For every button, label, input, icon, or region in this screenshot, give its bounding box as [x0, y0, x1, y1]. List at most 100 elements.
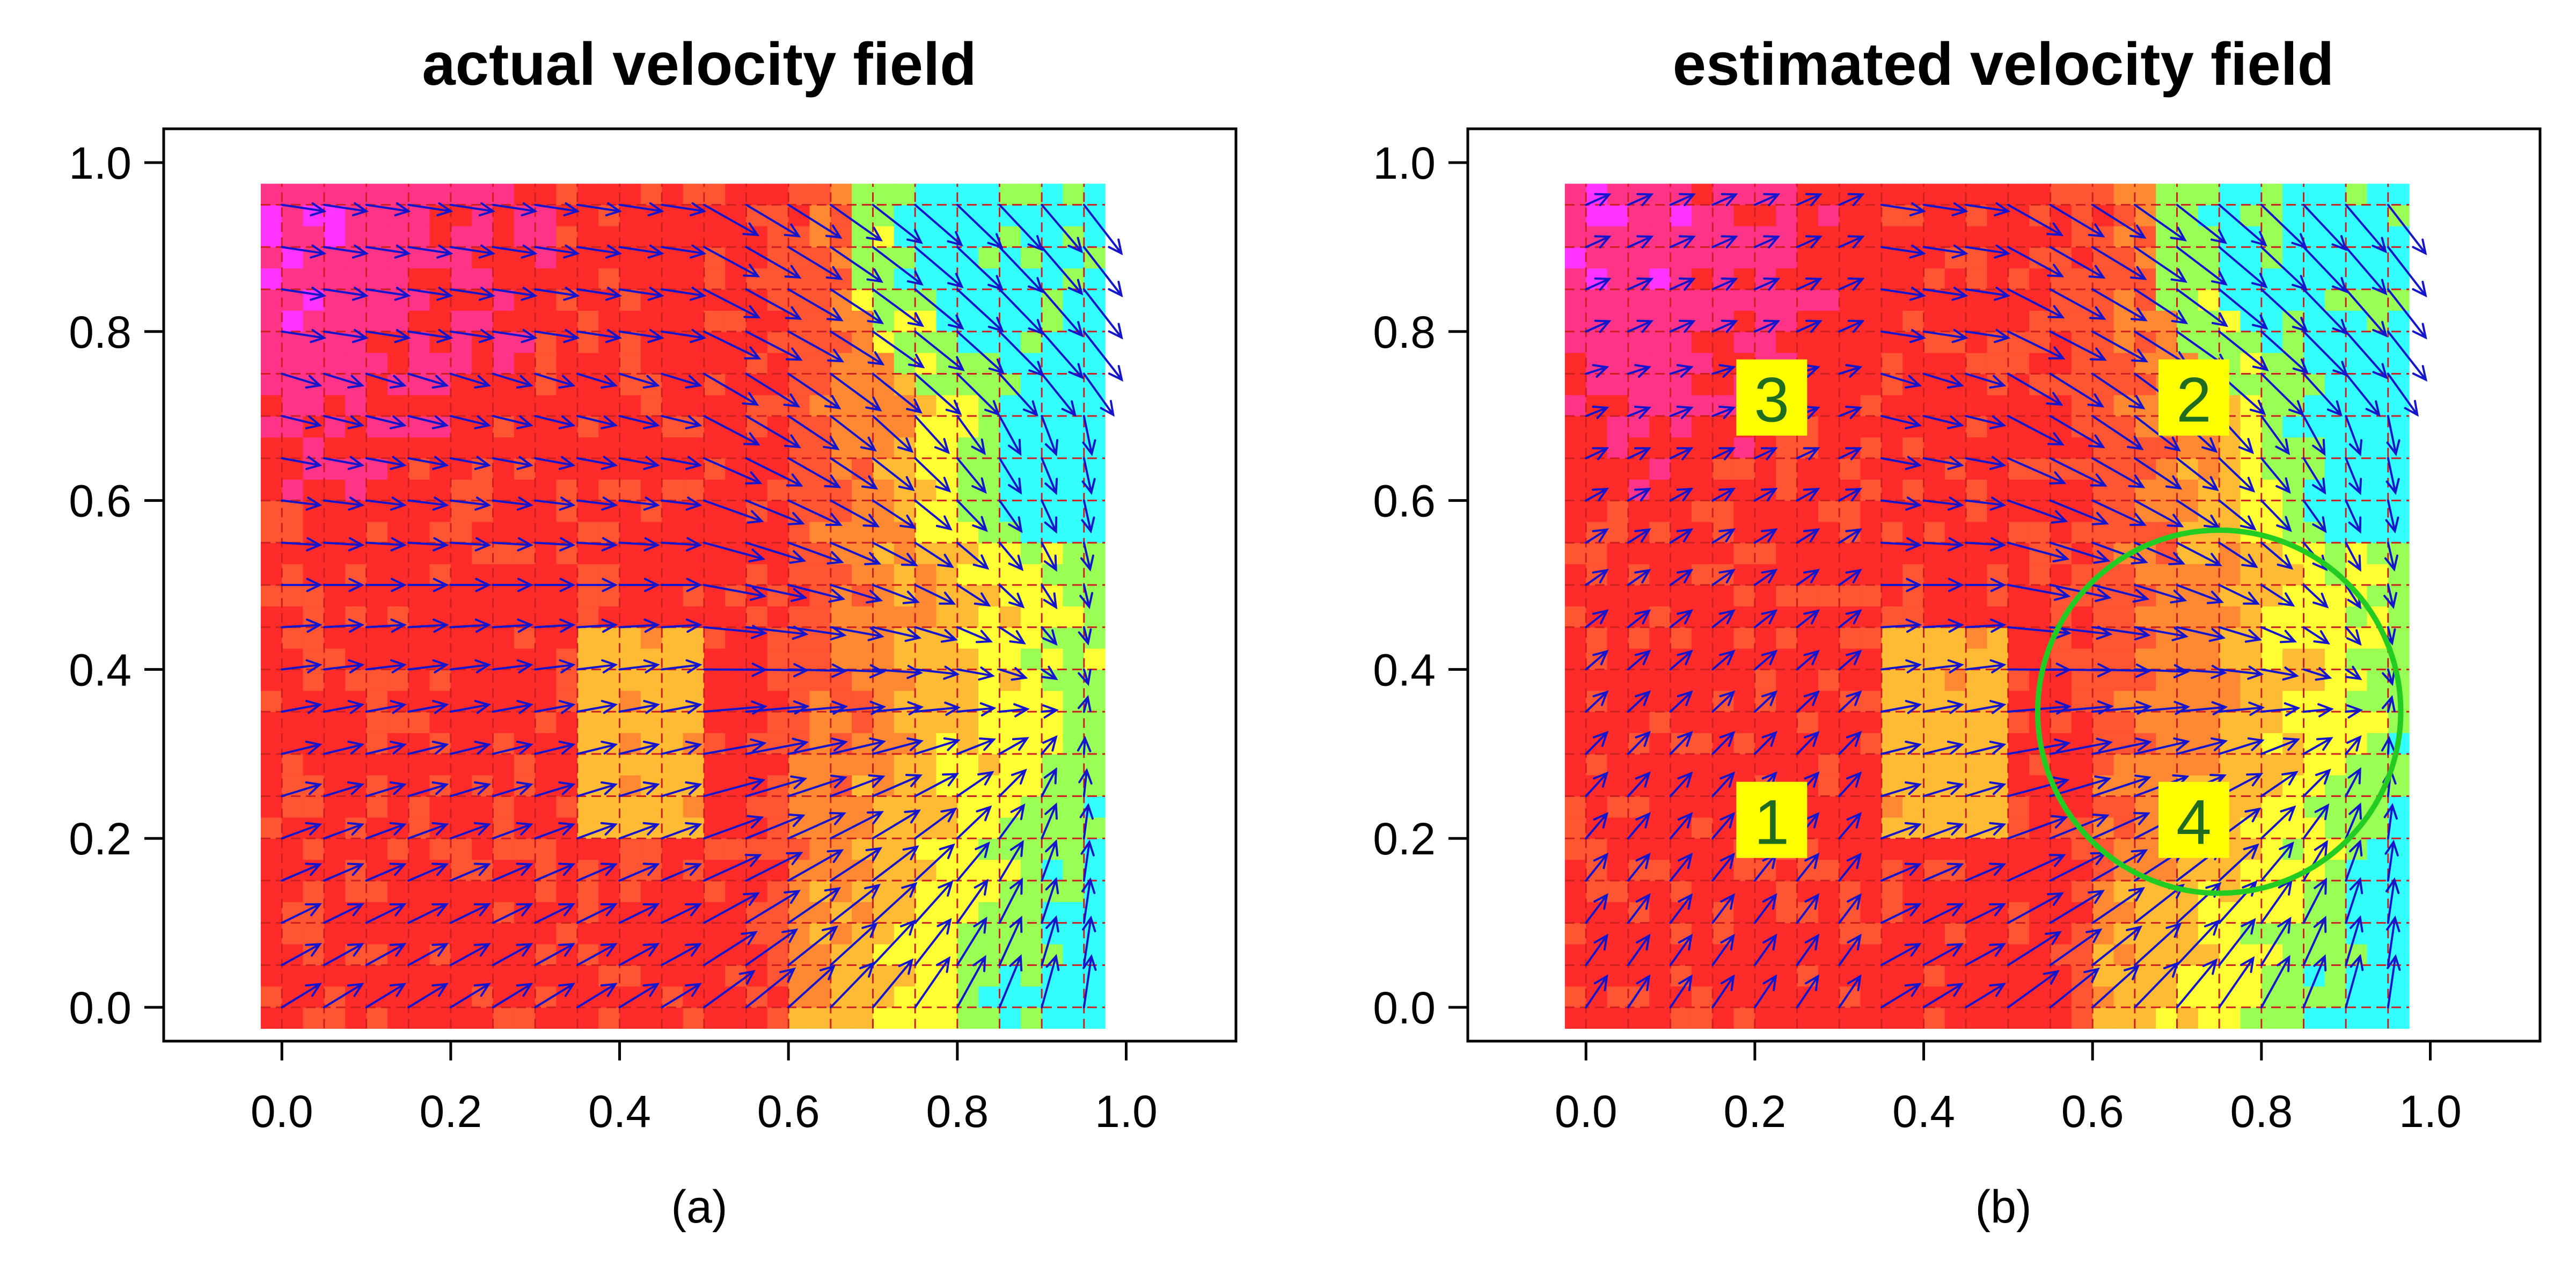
- heat-cell: [1607, 268, 1629, 290]
- heat-cell: [2071, 733, 2093, 755]
- heat-cell: [2324, 627, 2346, 649]
- velocity-arrow: [281, 862, 323, 882]
- heat-cell: [1839, 712, 1861, 734]
- heat-cell: [2071, 226, 2093, 247]
- velocity-arrow: [576, 983, 618, 1008]
- heat-cell: [978, 986, 1000, 1008]
- heat-cell: [1020, 521, 1042, 543]
- heat-cell: [640, 606, 662, 628]
- heat-cell: [1860, 859, 1882, 881]
- heat-cell: [366, 1007, 388, 1029]
- velocity-arrow: [1711, 364, 1736, 378]
- heat-cell: [2050, 712, 2072, 734]
- heat-cell: [282, 753, 304, 775]
- velocity-arrow: [745, 372, 801, 408]
- heat-cell: [809, 753, 831, 775]
- velocity-arrow: [1796, 852, 1820, 882]
- heat-cell: [1063, 690, 1085, 712]
- heat-cell: [282, 796, 304, 818]
- heat-cell: [2346, 184, 2368, 206]
- velocity-arrow: [281, 202, 327, 217]
- heat-cell: [282, 543, 304, 565]
- velocity-arrow: [618, 618, 660, 633]
- heat-cell: [978, 416, 1000, 438]
- heat-cell: [746, 184, 768, 206]
- heat-cell: [1860, 838, 1882, 860]
- heat-cell: [746, 965, 768, 987]
- velocity-arrow: [2133, 626, 2189, 641]
- velocity-arrow: [2302, 499, 2327, 533]
- heat-cell: [408, 923, 430, 945]
- velocity-arrow: [1041, 735, 1058, 755]
- heat-cell: [1691, 1007, 1713, 1029]
- region-label-box: [1736, 781, 1807, 858]
- heat-cell: [1818, 416, 1840, 438]
- velocity-arrow: [702, 584, 767, 601]
- heat-cell: [556, 923, 578, 945]
- heat-cell: [556, 437, 578, 459]
- velocity-arrow: [1585, 487, 1609, 502]
- heat-cell: [514, 184, 536, 206]
- velocity-arrow: [576, 496, 618, 511]
- velocity-arrow: [2387, 372, 2419, 417]
- y-tick-label: 0.6: [1373, 476, 1436, 526]
- heat-cell: [704, 521, 726, 543]
- heat-cell: [1084, 1007, 1106, 1029]
- heat-cell: [556, 753, 578, 775]
- heat-cell: [873, 690, 895, 712]
- heat-cell: [619, 353, 641, 375]
- heat-cell: [2156, 564, 2178, 586]
- heat-cell: [809, 310, 831, 332]
- velocity-arrow: [281, 700, 323, 714]
- heat-cell: [303, 521, 325, 543]
- velocity-arrow: [1796, 277, 1823, 291]
- heat-cell: [260, 437, 282, 459]
- heat-cell: [1042, 648, 1064, 670]
- heat-cell: [978, 204, 1000, 226]
- heat-cell: [366, 627, 388, 649]
- heat-cell: [1902, 479, 1924, 501]
- velocity-arrow: [872, 626, 922, 642]
- heat-cell: [324, 753, 346, 775]
- heat-cell: [2071, 458, 2093, 480]
- velocity-arrow: [2345, 915, 2363, 967]
- heat-cell: [1881, 965, 1903, 987]
- heat-cell: [1881, 184, 1903, 206]
- y-tick-label: 0.4: [1373, 645, 1436, 695]
- heat-cell: [1586, 331, 1608, 353]
- velocity-arrow: [449, 822, 492, 840]
- heat-cell: [2177, 479, 2199, 501]
- velocity-arrow: [534, 862, 576, 882]
- heat-cell: [1923, 310, 1945, 332]
- heat-cell: [1607, 669, 1629, 691]
- heat-cell: [472, 437, 494, 459]
- heat-cell: [535, 437, 557, 459]
- heat-cell: [725, 268, 747, 290]
- heat-cell: [619, 796, 641, 818]
- velocity-arrow: [323, 415, 365, 429]
- heat-cell: [324, 184, 346, 206]
- heat-cell: [2324, 902, 2346, 924]
- velocity-arrow: [2133, 737, 2191, 755]
- heat-cell: [1628, 627, 1650, 649]
- heat-cell: [2008, 965, 2030, 987]
- heat-cell: [2029, 268, 2051, 290]
- velocity-arrow: [2176, 288, 2229, 327]
- heat-cell: [387, 923, 409, 945]
- heat-cell: [429, 669, 451, 691]
- heat-cell: [303, 394, 325, 416]
- heat-cell: [1754, 289, 1776, 311]
- velocity-arrow: [787, 887, 841, 924]
- velocity-arrow: [956, 771, 994, 797]
- heat-cell: [1564, 204, 1586, 226]
- heat-cell: [788, 268, 810, 290]
- heat-cell: [1628, 543, 1650, 565]
- heat-cell: [2113, 902, 2135, 924]
- heat-cell: [1607, 500, 1629, 522]
- heat-cell: [873, 923, 895, 945]
- y-tick-label: 0.0: [69, 983, 131, 1033]
- heat-cell: [2219, 310, 2241, 332]
- velocity-arrow: [2007, 330, 2066, 360]
- velocity-arrow: [2007, 776, 2070, 797]
- heat-cell: [2092, 712, 2114, 734]
